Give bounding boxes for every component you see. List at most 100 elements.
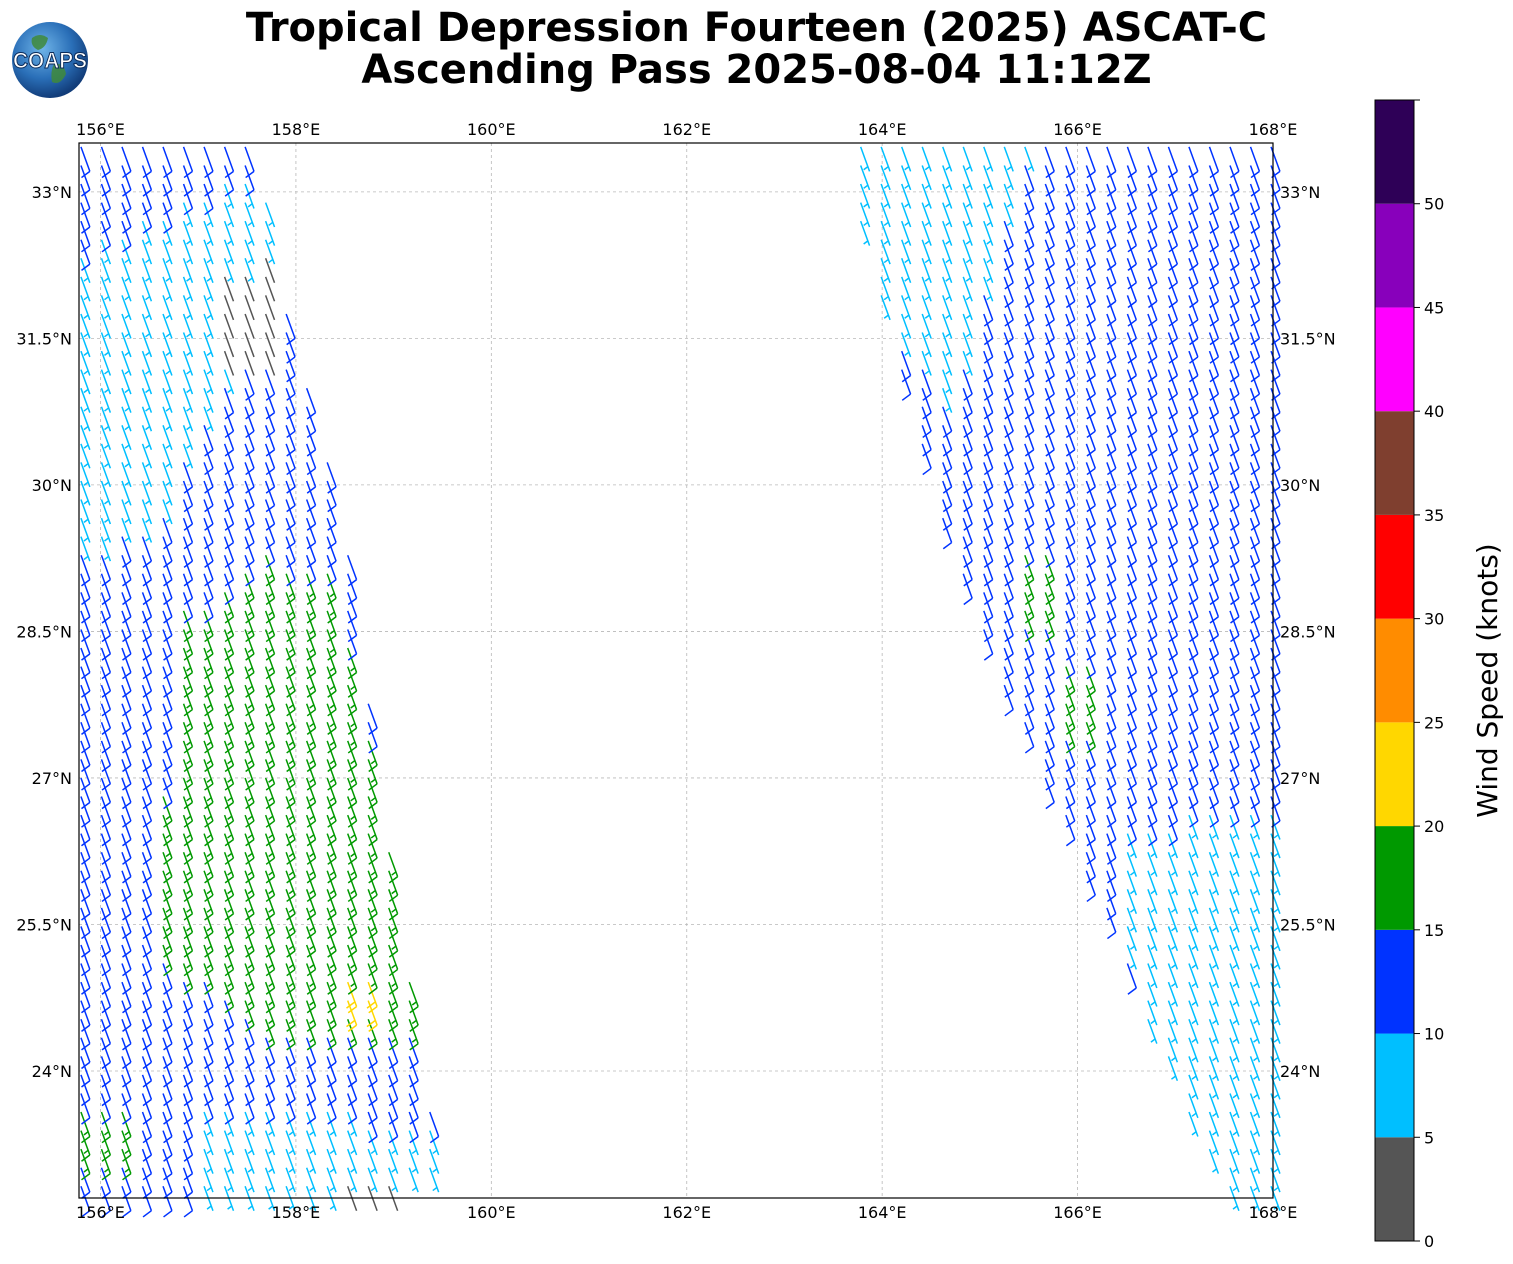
wind-barb [1188,963,1199,989]
wind-barb [1229,332,1240,364]
wind-barb [1229,647,1240,680]
wind-barb [1003,313,1014,346]
lat-tick-label-right: 27°N [1280,769,1320,788]
wind-barb [1126,963,1138,995]
wind-barb [1208,332,1220,364]
wind-barb [1044,239,1055,271]
wind-barb [1229,759,1240,791]
wind-barb [346,833,358,865]
wind-barb [962,276,973,302]
wind-barb [1065,610,1076,643]
wind-barb [264,517,276,550]
wind-barb [1085,276,1096,309]
wind-barb [1229,814,1240,840]
wind-barb [1147,777,1158,810]
wind-barb [942,387,953,413]
wind-barb [346,1018,358,1051]
wind-barb [1208,629,1220,661]
wind-barb [223,183,235,209]
wind-barb [285,851,296,884]
wind-barb [100,833,112,865]
wind-barb [1229,146,1240,179]
wind-barb [1270,647,1281,680]
wind-barb [80,963,91,995]
wind-barb [121,350,132,376]
wind-barb [1065,796,1076,828]
wind-barb [346,944,358,977]
wind-barb [162,833,173,865]
wind-barb [264,684,276,717]
wind-barb [326,610,337,643]
wind-barb [1167,573,1179,606]
wind-barb [264,592,276,624]
wind-barb [1270,146,1281,179]
wind-barb [1126,666,1138,698]
wind-barb [182,759,194,791]
wind-barb [1249,684,1261,717]
wind-barb [1147,443,1158,476]
wind-barb [121,517,132,543]
wind-barb [921,239,932,265]
wind-barb [162,722,173,754]
wind-barb [1167,981,1179,1007]
wind-barb [942,202,953,228]
wind-barb [162,517,173,550]
wind-barb [80,1093,91,1125]
wind-barb [121,851,132,884]
wind-barb [1167,258,1179,290]
wind-barb [367,1130,378,1156]
lat-tick-label-left: 27°N [32,769,72,788]
wind-barb [264,1037,276,1070]
wind-barb [264,907,276,940]
wind-barb [388,1130,399,1156]
wind-barb [80,740,91,773]
wind-barb [1126,554,1138,587]
wind-barb [305,1056,317,1088]
wind-barb [1208,740,1220,773]
wind-barb [1249,870,1261,896]
wind-barb [244,387,255,420]
wind-barb [182,833,194,865]
wind-barb [1188,350,1199,383]
wind-barb [80,202,91,234]
wind-barb [326,666,337,698]
wind-barb [305,963,317,995]
wind-barb [1085,851,1096,884]
wind-barb [244,1056,255,1088]
wind-barb [326,703,337,735]
wind-barb [203,258,214,283]
wind-barb [326,814,337,847]
wind-barb [121,814,132,847]
wind-barb [1167,963,1179,989]
wind-barb [264,313,276,339]
colorbar-segment [1375,1033,1414,1138]
wind-barb [1044,629,1055,661]
wind-barb [182,592,194,624]
colorbar-frame [1374,99,1415,1242]
wind-barb [388,907,399,940]
wind-barb [100,183,112,216]
wind-barb [1044,406,1055,439]
wind-barb [223,796,235,828]
wind-barb [1024,239,1035,271]
wind-barb [1229,536,1240,568]
wind-barb [1270,165,1281,197]
wind-barb [182,573,194,606]
wind-barb [1126,833,1138,859]
wind-barb [80,889,91,921]
wind-barb [1270,759,1281,791]
wind-barb [1270,295,1281,327]
wind-barb [100,350,112,376]
wind-barb [326,462,337,494]
wind-barb [1229,183,1240,216]
wind-barb [182,258,194,283]
wind-barb [1126,926,1138,952]
wind-barb [305,740,317,773]
wind-barb [305,1037,317,1070]
wind-barb [326,1167,337,1193]
wind-barb [223,1074,235,1107]
wind-barb [244,629,255,661]
axis-ticks: 156°E156°E158°E158°E160°E160°E162°E162°E… [16,120,1335,1222]
wind-barb [1085,536,1096,568]
wind-barb [1106,165,1117,197]
